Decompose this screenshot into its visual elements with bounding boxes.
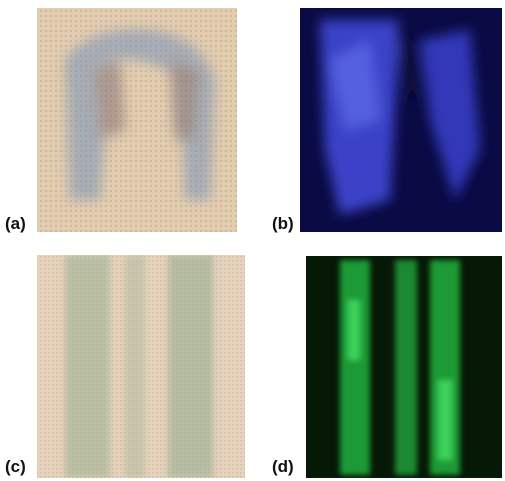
panels (0, 0, 505, 481)
panel-label: (b) (272, 214, 294, 234)
panel-label: (d) (272, 457, 294, 477)
panel-label: (c) (5, 457, 26, 477)
panel-label: (a) (5, 214, 26, 234)
figure: (a) (b) (c) (d) (0, 0, 505, 481)
image-d (306, 256, 502, 478)
image-c (37, 255, 245, 478)
image-b (300, 8, 502, 232)
image-a (37, 8, 237, 232)
